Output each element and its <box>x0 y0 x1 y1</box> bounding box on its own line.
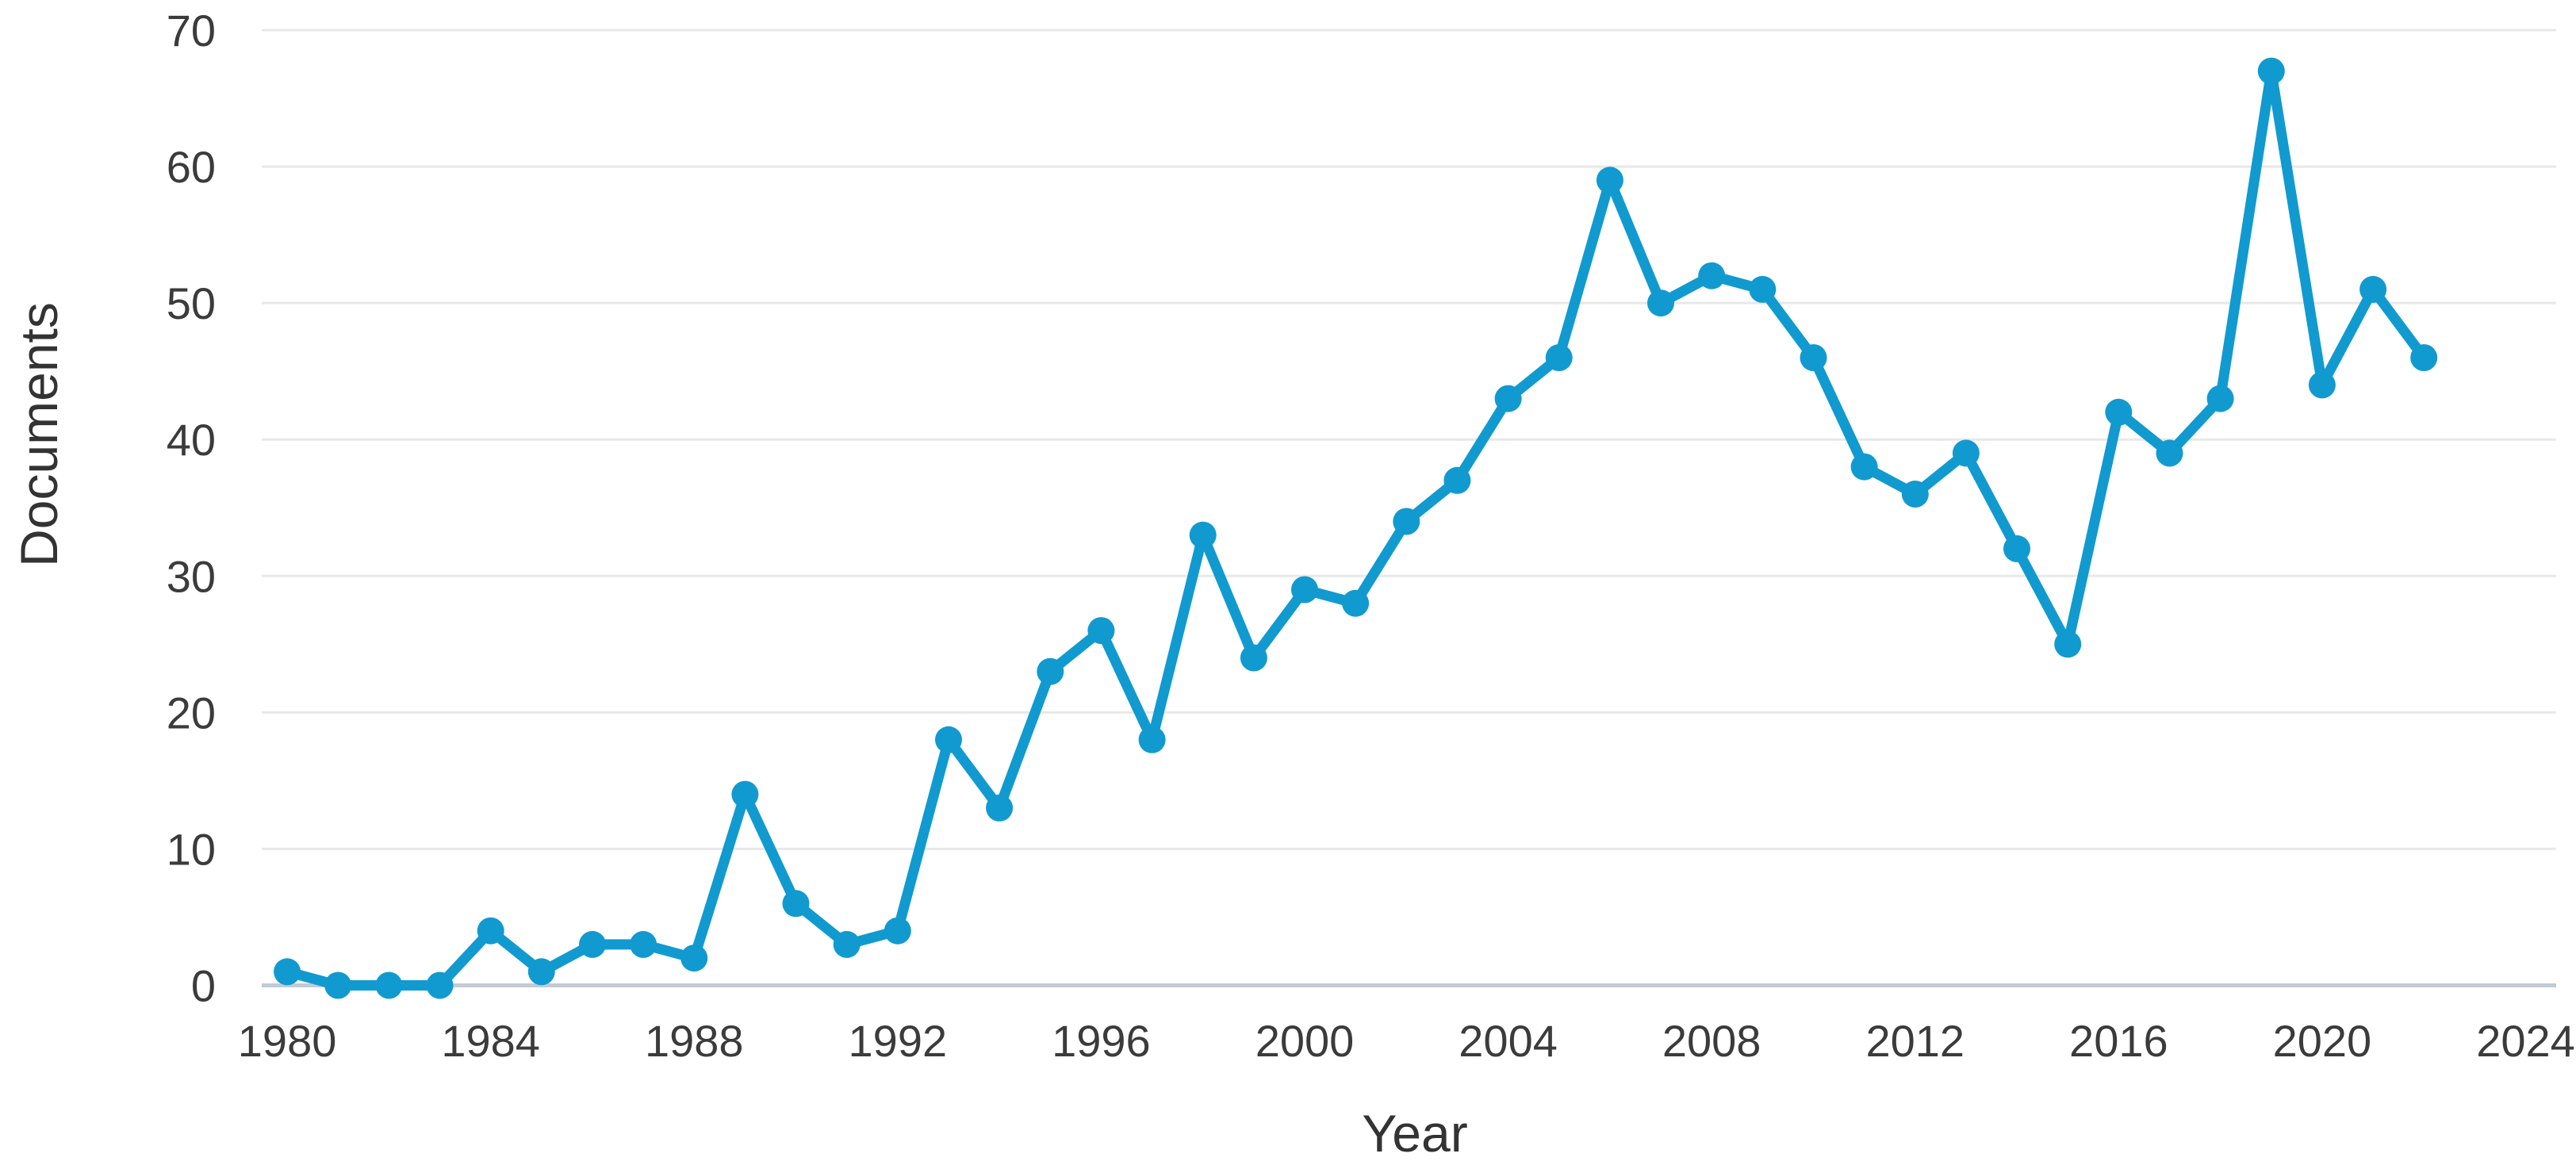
data-point-marker <box>1240 644 1267 672</box>
y-tick-label: 0 <box>191 961 216 1011</box>
data-point-marker <box>1342 589 1370 617</box>
data-point-marker <box>2257 57 2285 85</box>
x-tick-label: 2024 <box>2476 1016 2575 1066</box>
x-tick-label: 1996 <box>1052 1016 1151 1066</box>
data-point-marker <box>782 890 810 918</box>
data-point-marker <box>1800 344 1827 371</box>
data-point-marker <box>2105 398 2133 426</box>
x-tick-label: 2012 <box>1865 1016 1965 1066</box>
data-point-marker <box>274 958 301 986</box>
data-point-marker <box>1443 466 1471 494</box>
data-point-marker <box>527 958 555 986</box>
data-point-marker <box>731 780 759 808</box>
gridlines <box>262 29 2556 987</box>
data-point-marker <box>1138 726 1166 753</box>
y-tick-label: 10 <box>167 824 216 874</box>
y-tick-label: 20 <box>167 688 216 738</box>
data-point-marker <box>1494 385 1522 412</box>
x-tick-label: 2004 <box>1459 1016 1558 1066</box>
data-point-marker <box>1698 262 1726 289</box>
data-point-marker <box>630 930 657 958</box>
y-tick-label: 40 <box>167 415 216 465</box>
data-point-marker <box>1189 521 1217 549</box>
data-point-marker <box>1952 439 1980 467</box>
x-tick-label: 1984 <box>441 1016 540 1066</box>
data-point-marker <box>2156 439 2183 467</box>
data-point-marker <box>2054 630 2082 658</box>
x-tick-label: 2008 <box>1662 1016 1761 1066</box>
data-point-marker <box>2359 275 2387 303</box>
data-point-marker <box>1545 344 1573 371</box>
data-point-marker <box>1291 576 1318 604</box>
data-point-marker <box>1647 289 1674 317</box>
x-axis-tick-labels: 1980 1984 1988 1992 1996 2000 2004 2008 2012 2016… <box>238 1016 2575 1066</box>
x-tick-label: 1980 <box>238 1016 337 1066</box>
data-point-marker <box>426 971 454 999</box>
data-point-marker <box>1596 167 1623 194</box>
y-tick-label: 30 <box>167 551 216 601</box>
x-tick-label: 2016 <box>2069 1016 2168 1066</box>
y-tick-label: 60 <box>167 142 216 192</box>
data-point-marker <box>935 726 962 753</box>
x-tick-label: 1992 <box>849 1016 948 1066</box>
data-point-marker <box>477 917 504 945</box>
x-tick-label: 2020 <box>2273 1016 2372 1066</box>
data-point-marker <box>2003 535 2030 562</box>
documents-series <box>274 57 2438 999</box>
data-point-marker <box>2308 371 2336 399</box>
data-point-marker <box>324 971 352 999</box>
x-axis-title: Year <box>1362 1104 1467 1163</box>
data-point-marker <box>833 930 861 958</box>
data-point-marker <box>1087 617 1115 645</box>
data-point-marker <box>680 945 708 972</box>
data-point-marker <box>579 930 606 958</box>
y-axis-title: Documents <box>10 302 68 567</box>
data-point-marker <box>1901 481 1929 508</box>
data-point-marker <box>986 794 1014 822</box>
data-point-marker <box>375 971 403 999</box>
data-point-marker <box>1749 275 1777 303</box>
data-point-marker <box>1037 657 1064 685</box>
y-tick-label: 50 <box>167 278 216 328</box>
data-point-marker <box>1393 508 1420 535</box>
y-axis-tick-labels: 0 10 20 30 40 50 60 70 <box>167 6 216 1011</box>
data-point-marker <box>1850 453 1878 481</box>
data-point-marker <box>884 917 911 945</box>
y-tick-label: 70 <box>167 6 216 56</box>
x-tick-label: 1988 <box>645 1016 744 1066</box>
data-point-marker <box>2206 385 2234 412</box>
data-point-marker <box>2410 344 2438 371</box>
x-tick-label: 2000 <box>1255 1016 1355 1066</box>
